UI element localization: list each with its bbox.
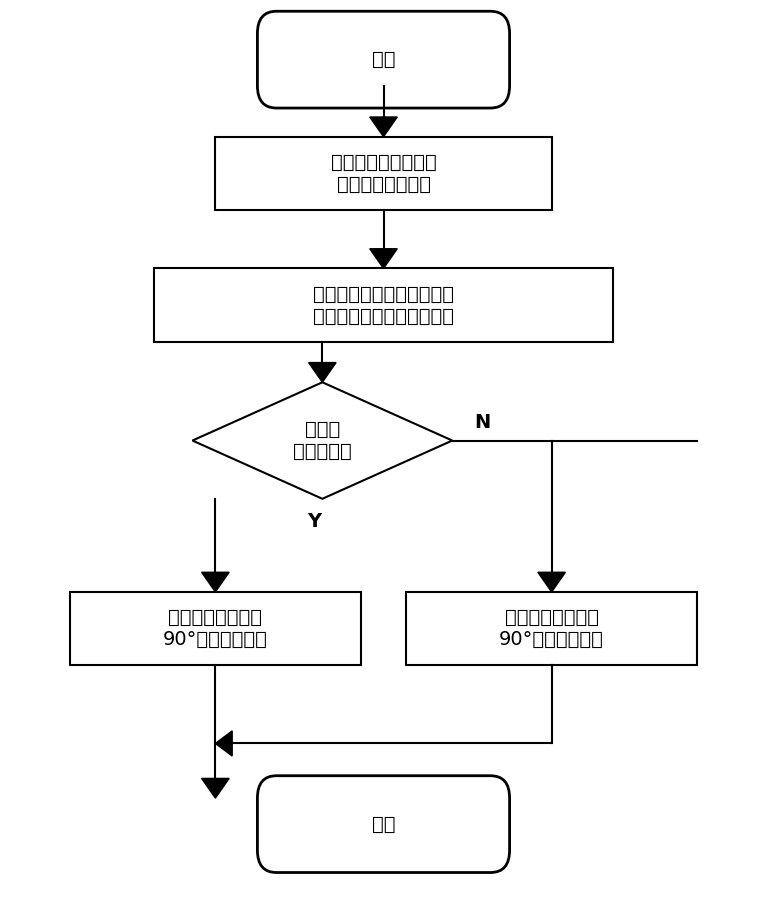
Text: 开始: 开始 [372, 50, 395, 69]
Text: 圆弧为
顺时针圆弧: 圆弧为 顺时针圆弧 [293, 420, 352, 461]
Polygon shape [202, 779, 229, 798]
Bar [216, 137, 551, 210]
Polygon shape [308, 362, 336, 382]
Text: Y: Y [308, 512, 322, 530]
Text: 结束: 结束 [372, 814, 395, 833]
Polygon shape [538, 573, 565, 592]
Text: 以起点坐标或是终点坐标为
起点，圆心为终点得到向量: 以起点坐标或是终点坐标为 起点，圆心为终点得到向量 [313, 285, 454, 325]
Text: N: N [475, 414, 491, 432]
Polygon shape [193, 382, 453, 499]
Text: 已知圆弧的圆心、起
点坐标、终坐标点: 已知圆弧的圆心、起 点坐标、终坐标点 [331, 153, 436, 194]
Polygon shape [202, 573, 229, 592]
Text: 将向量顺时针旋转
90°得到切向向量: 将向量顺时针旋转 90°得到切向向量 [499, 609, 604, 649]
FancyBboxPatch shape [258, 12, 509, 108]
Polygon shape [370, 117, 397, 137]
Bar [154, 269, 613, 342]
FancyBboxPatch shape [258, 776, 509, 873]
Bar [407, 592, 697, 665]
Polygon shape [370, 249, 397, 269]
Text: 将向量逆时针旋转
90°得到切向向量: 将向量逆时针旋转 90°得到切向向量 [163, 609, 268, 649]
Bar [70, 592, 360, 665]
Polygon shape [216, 731, 232, 756]
